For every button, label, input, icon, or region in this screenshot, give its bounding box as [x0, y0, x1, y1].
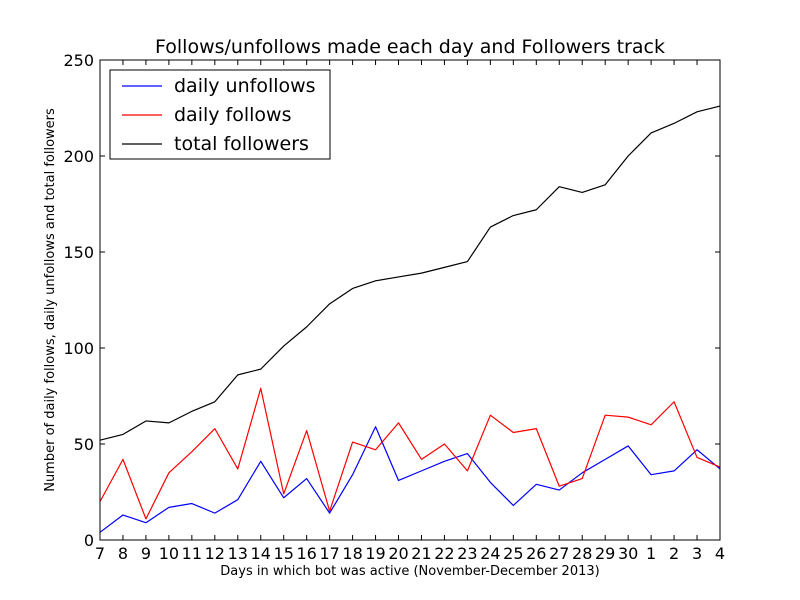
x-tick-label: 23 [457, 544, 477, 563]
x-tick-label: 2 [669, 544, 679, 563]
x-tick-label: 21 [411, 544, 431, 563]
series-line-total-followers [99, 105, 721, 441]
x-tick-label: 25 [503, 544, 523, 563]
x-tick-label: 8 [118, 544, 128, 563]
chart-title: Follows/unfollows made each day and Foll… [155, 36, 665, 58]
x-tick-label: 14 [251, 544, 271, 563]
x-tick-label: 19 [365, 544, 385, 563]
y-tick-label: 150 [63, 243, 94, 262]
legend-label-daily-follows: daily follows [174, 104, 291, 126]
y-tick-label: 100 [63, 339, 94, 358]
x-tick-label: 28 [572, 544, 592, 563]
x-tick-label: 27 [549, 544, 569, 563]
y-tick-label: 0 [84, 531, 94, 550]
legend-label-total-followers: total followers [174, 133, 309, 155]
x-tick-label: 3 [692, 544, 702, 563]
x-tick-label: 22 [434, 544, 454, 563]
plot-frame [99, 59, 721, 541]
x-tick-label: 10 [159, 544, 179, 563]
x-tick-label: 20 [388, 544, 408, 563]
y-tick-label: 200 [63, 147, 94, 166]
x-tick-label: 16 [296, 544, 316, 563]
y-tick-label: 250 [63, 51, 94, 70]
x-tick-label: 4 [715, 544, 725, 563]
x-tick-label: 11 [182, 544, 202, 563]
x-tick-label: 15 [274, 544, 294, 563]
x-tick-label: 29 [595, 544, 615, 563]
x-axis-label: Days in which bot was active (November-D… [220, 564, 599, 579]
x-tick-label: 18 [342, 544, 362, 563]
x-tick-label: 30 [618, 544, 638, 563]
y-axis-label: Number of daily follows, daily unfollows… [43, 108, 58, 492]
series-line-daily-unfollows [99, 426, 721, 533]
x-tick-label: 12 [205, 544, 225, 563]
x-tick-label: 7 [95, 544, 105, 563]
x-tick-label: 17 [319, 544, 339, 563]
legend-label-daily-unfollows: daily unfollows [174, 75, 316, 97]
legend: daily unfollows daily follows total follow… [109, 69, 331, 160]
x-tick-label: 26 [526, 544, 546, 563]
series-line-daily-follows [99, 387, 721, 520]
y-tick-label: 50 [74, 435, 94, 454]
x-tick-label: 1 [646, 544, 656, 563]
x-tick-label: 13 [228, 544, 248, 563]
x-tick-label: 24 [480, 544, 500, 563]
x-tick-label: 9 [141, 544, 151, 563]
